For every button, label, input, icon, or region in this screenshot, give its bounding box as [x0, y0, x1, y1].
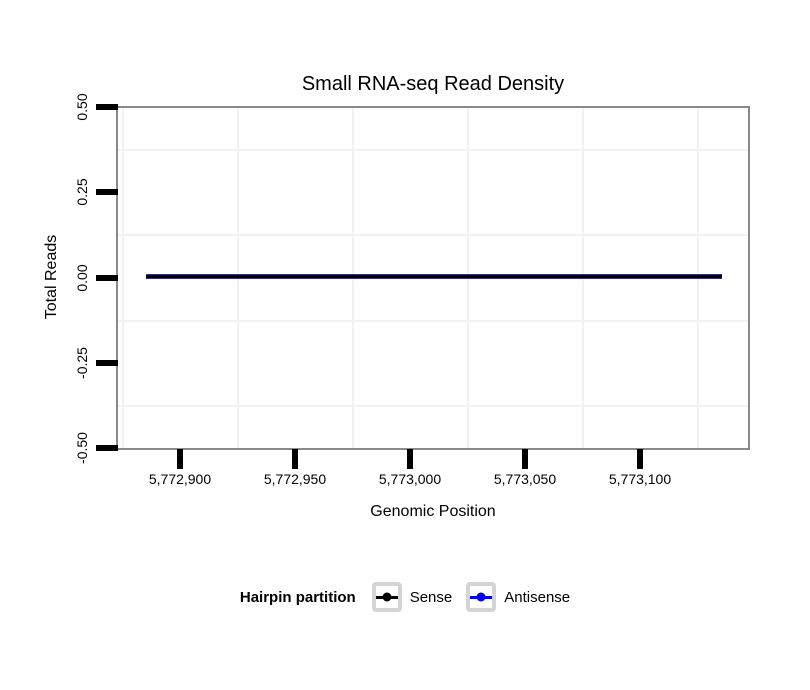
x-tick-mark: [177, 449, 183, 469]
x-tick-label: 5,773,050: [493, 471, 557, 487]
y-tick-mark: [96, 104, 118, 110]
gridline-vertical: [122, 108, 124, 448]
y-tick-mark: [96, 189, 118, 195]
legend: Hairpin partition Sense Antisense: [0, 578, 810, 616]
chart-title: Small RNA-seq Read Density: [301, 73, 565, 95]
y-tick-label: -0.50: [74, 432, 90, 464]
x-tick-mark: [407, 449, 413, 469]
x-tick-label: 5,773,100: [608, 471, 672, 487]
y-tick-label: 0.00: [74, 264, 90, 292]
y-tick-label: 0.25: [74, 178, 90, 206]
series-line-sense-antisense-overlap: [146, 274, 722, 279]
gridline-horizontal: [118, 405, 748, 407]
legend-label-antisense: Antisense: [504, 588, 571, 606]
gridline-horizontal: [118, 149, 748, 151]
y-tick-mark: [96, 360, 118, 366]
x-tick-mark: [522, 449, 528, 469]
x-tick-label: 5,773,000: [378, 471, 442, 487]
legend-title: Hairpin partition: [239, 588, 356, 606]
x-tick-label: 5,772,950: [263, 471, 327, 487]
plot-panel: [116, 106, 750, 450]
y-tick-label: -0.25: [74, 347, 90, 379]
x-tick-label: 5,772,900: [148, 471, 212, 487]
gridline-horizontal: [118, 320, 748, 322]
legend-label-sense: Sense: [409, 588, 453, 606]
x-axis-title: Genomic Position: [370, 503, 496, 520]
legend-item-sense: Sense: [371, 582, 453, 612]
legend-item-antisense: Antisense: [466, 582, 570, 612]
y-tick-mark: [96, 445, 118, 451]
y-tick-label: 0.50: [74, 93, 90, 121]
legend-key-sense: [371, 582, 402, 612]
x-tick-mark: [292, 449, 298, 469]
point-swatch-icon: [476, 592, 486, 602]
y-axis-title: Total Reads: [43, 234, 60, 320]
gridline-horizontal: [118, 234, 748, 236]
x-tick-mark: [637, 449, 643, 469]
legend-key-antisense: [466, 582, 497, 612]
y-tick-mark: [96, 275, 118, 281]
point-swatch-icon: [382, 592, 392, 602]
